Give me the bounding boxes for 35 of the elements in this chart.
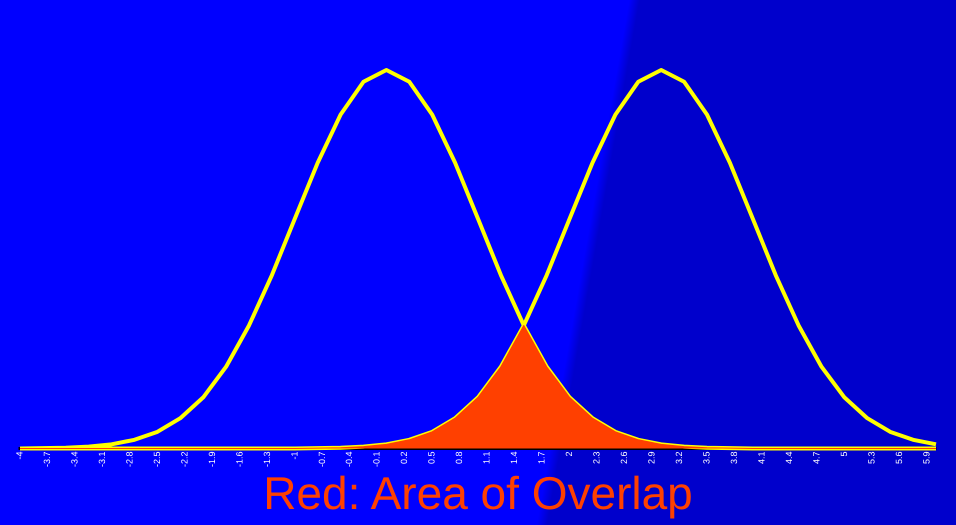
x-tick-label: -1 <box>289 451 300 460</box>
x-tick-label: 5.3 <box>866 451 876 464</box>
x-tick-label: 2 <box>564 451 574 457</box>
x-tick-label: 0.2 <box>399 451 410 464</box>
x-tick-label: 0.5 <box>426 451 437 464</box>
x-tick-label: 1.1 <box>482 451 492 464</box>
x-tick-label: -2.5 <box>152 451 162 468</box>
x-tick-label: -2.2 <box>179 451 190 468</box>
x-tick-label: 1.4 <box>509 451 520 464</box>
x-tick-label: 3.2 <box>674 451 684 464</box>
x-tick-label: 5 <box>838 451 849 457</box>
x-tick-label: -3.1 <box>96 451 107 468</box>
x-tick-label: 2.3 <box>592 451 602 464</box>
x-tick-label: 4.4 <box>784 451 794 464</box>
x-tick-label: -1.9 <box>206 451 217 468</box>
x-tick-label: 2.9 <box>646 451 657 464</box>
x-tick-label: -2.8 <box>124 451 134 468</box>
x-tick-label: -4 <box>14 451 24 460</box>
x-tick-label: 4.1 <box>756 451 766 464</box>
x-tick-label: 0.8 <box>454 451 464 464</box>
x-tick-label: 5.9 <box>921 451 932 464</box>
x-tick-label: 3.8 <box>728 451 739 464</box>
x-tick-label: 1.7 <box>536 451 547 464</box>
x-tick-label: -1.6 <box>234 451 244 468</box>
text: Red: Area of Overlap <box>262 467 694 520</box>
x-tick-label: 3.5 <box>701 451 712 464</box>
x-tick-label: -3.4 <box>69 451 80 468</box>
x-tick-label: -1.3 <box>262 451 272 468</box>
x-tick-label: -0.4 <box>344 451 354 468</box>
x-tick-label: -0.7 <box>316 451 327 468</box>
x-tick-label: 5.6 <box>894 451 904 464</box>
x-tick-label: 2.6 <box>619 451 630 464</box>
x-tick-label: -0.1 <box>372 451 382 468</box>
x-tick-label: 4.7 <box>811 451 822 464</box>
x-tick-label: -3.7 <box>42 451 52 468</box>
